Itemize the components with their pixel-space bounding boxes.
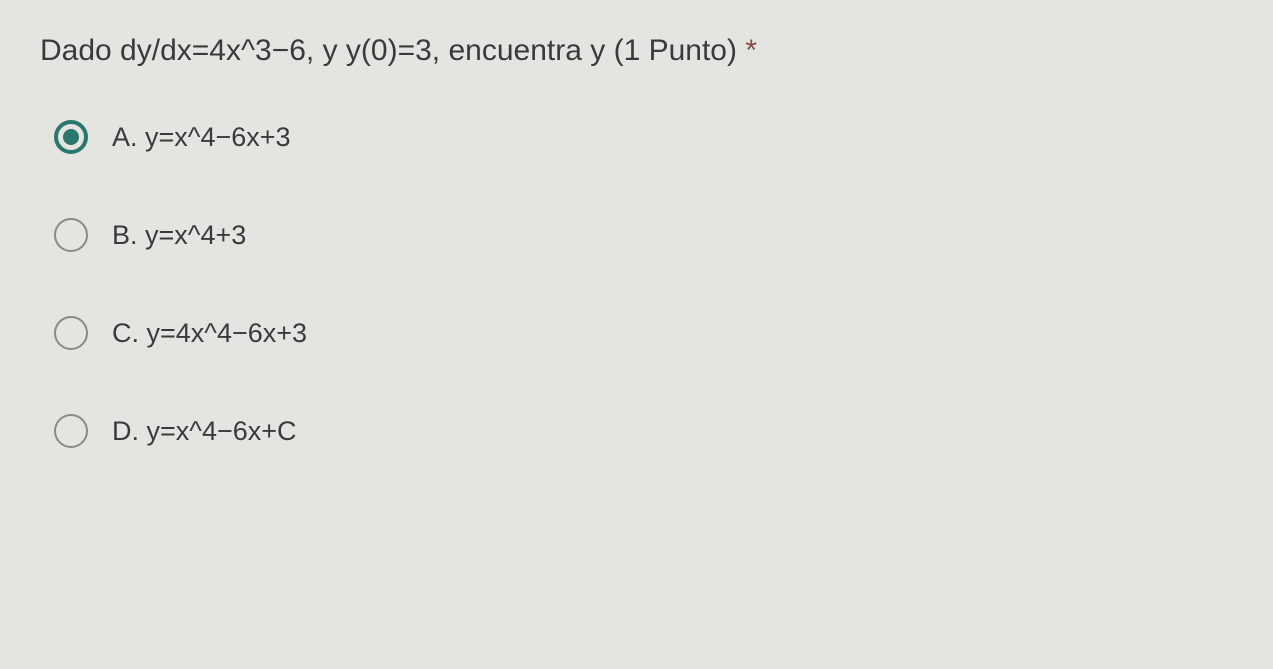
option-label-d: D. y=x^4−6x+C: [112, 416, 297, 447]
radio-b[interactable]: [54, 218, 88, 252]
option-label-b: B. y=x^4+3: [112, 220, 246, 251]
options-group: A. y=x^4−6x+3 B. y=x^4+3 C. y=4x^4−6x+3 …: [40, 120, 1233, 448]
radio-d[interactable]: [54, 414, 88, 448]
option-label-c: C. y=4x^4−6x+3: [112, 318, 307, 349]
radio-c[interactable]: [54, 316, 88, 350]
option-a[interactable]: A. y=x^4−6x+3: [54, 120, 1233, 154]
required-mark: *: [745, 34, 757, 67]
option-c[interactable]: C. y=4x^4−6x+3: [54, 316, 1233, 350]
radio-a[interactable]: [54, 120, 88, 154]
option-d[interactable]: D. y=x^4−6x+C: [54, 414, 1233, 448]
option-label-a: A. y=x^4−6x+3: [112, 122, 291, 153]
question-text: Dado dy/dx=4x^3−6, y y(0)=3, encuentra y…: [40, 30, 1233, 72]
option-b[interactable]: B. y=x^4+3: [54, 218, 1233, 252]
question-body: Dado dy/dx=4x^3−6, y y(0)=3, encuentra y…: [40, 34, 737, 67]
